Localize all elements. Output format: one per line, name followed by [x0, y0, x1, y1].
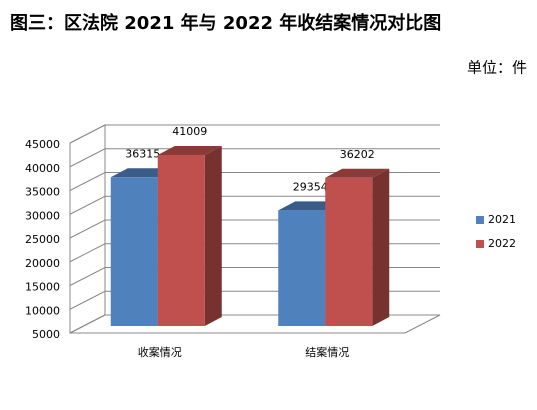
bar: [157, 154, 205, 326]
x-tick-label: 结案情况: [305, 345, 349, 359]
value-label: 36315: [125, 147, 160, 160]
y-tick-label: 40000: [25, 162, 60, 175]
grid-line: [69, 124, 440, 144]
value-label: 29354: [293, 180, 328, 193]
value-label: 36202: [340, 148, 375, 161]
chart-title: 图三：区法院 2021 年与 2022 年收结案情况对比图: [10, 12, 441, 34]
bar-top: [325, 168, 390, 178]
bar-side: [372, 168, 390, 326]
grid-line: [69, 148, 440, 168]
y-tick-label: 45000: [25, 138, 60, 151]
legend-swatch: [476, 216, 484, 224]
bar-side: [204, 145, 222, 326]
x-tick-label: 收案情况: [138, 345, 182, 359]
unit-label: 单位：件: [467, 59, 527, 77]
legend-label: 2021: [488, 213, 516, 226]
grid-line: [69, 172, 440, 191]
legend-label: 2022: [488, 237, 516, 250]
legend-swatch: [476, 240, 484, 248]
y-tick-label: 20000: [25, 257, 60, 270]
bar: [278, 210, 326, 326]
bar: [325, 177, 373, 326]
value-label: 41009: [172, 125, 207, 138]
y-tick-label: 25000: [25, 233, 60, 246]
y-tick-label: 35000: [25, 186, 60, 199]
bar-top: [157, 145, 222, 155]
y-tick-label: 15000: [25, 281, 60, 294]
bar: [110, 177, 158, 326]
y-tick-label: 10000: [25, 304, 60, 317]
y-tick-label: 5000: [32, 328, 60, 341]
y-tick-label: 30000: [25, 209, 60, 222]
